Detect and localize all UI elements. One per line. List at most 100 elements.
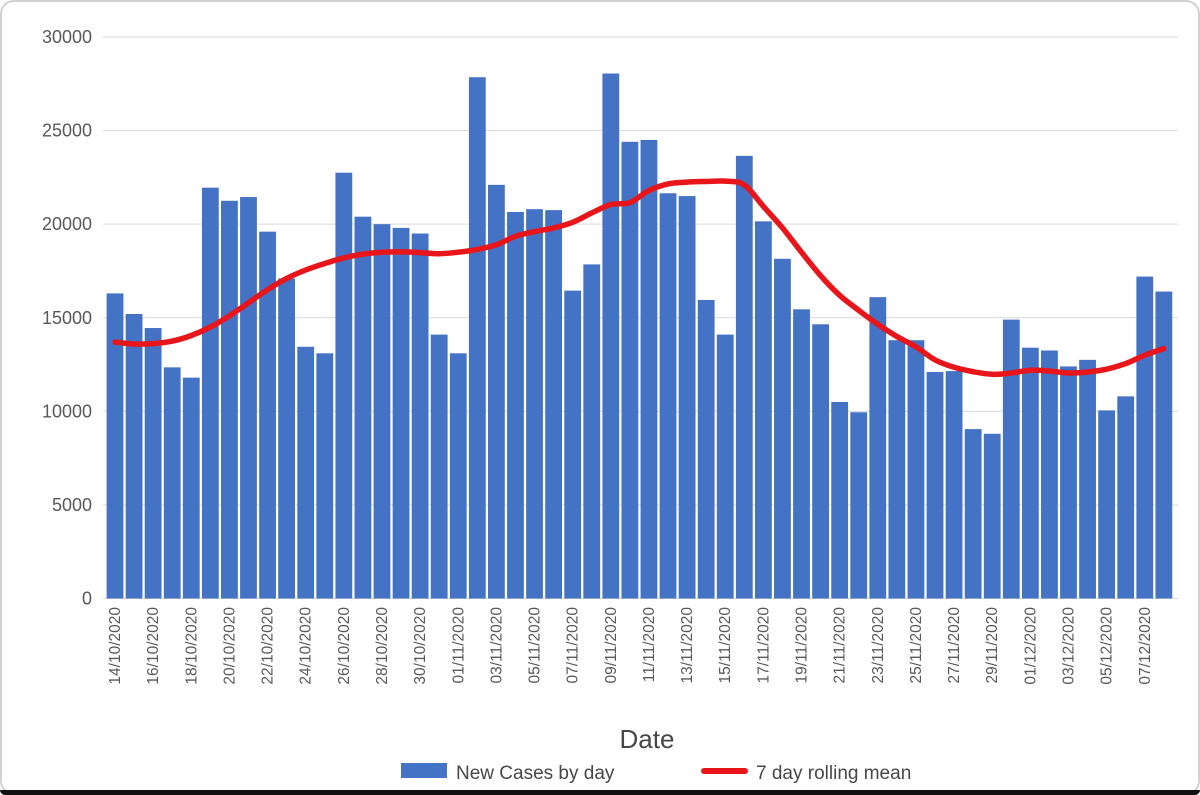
x-axis-tick-label: 03/12/2020 — [1061, 607, 1078, 685]
bar — [449, 353, 467, 599]
bar — [240, 197, 257, 599]
legend-line-label: 7 day rolling mean — [756, 763, 911, 784]
x-axis-tick-labels: 14/10/2020 16/10/2020 18/10/2020 20/10/2020… — [107, 607, 1154, 685]
x-axis-tick-label: 22/10/2020 — [260, 607, 277, 685]
bar — [354, 216, 372, 599]
bar — [621, 141, 639, 599]
bar — [1060, 366, 1077, 599]
bar — [945, 371, 963, 599]
bar — [1136, 276, 1154, 599]
legend-bar-swatch-icon — [401, 763, 447, 778]
bar — [1041, 350, 1058, 599]
bar — [564, 290, 582, 599]
bar — [850, 412, 868, 599]
x-axis-tick-label: 26/10/2020 — [336, 607, 353, 685]
x-axis-tick-label: 05/11/2020 — [527, 607, 544, 684]
y-axis-tick-label: 30000 — [42, 27, 92, 47]
x-axis-tick-label: 05/12/2020 — [1099, 607, 1116, 685]
x-axis-tick-label: 09/11/2020 — [603, 607, 620, 684]
bar — [488, 184, 505, 599]
x-axis-tick-label: 07/12/2020 — [1137, 607, 1154, 685]
bar — [201, 187, 219, 599]
bar — [583, 264, 601, 599]
bar — [793, 309, 810, 599]
x-axis-tick-label: 23/11/2020 — [870, 607, 887, 684]
bar — [964, 429, 982, 599]
y-axis-tick-label: 25000 — [42, 121, 92, 141]
y-axis-tick-label: 0 — [82, 589, 92, 609]
bottom-edge-bar — [0, 790, 1200, 795]
y-axis-tick-label: 20000 — [42, 214, 92, 234]
x-axis-tick-label: 03/11/2020 — [488, 607, 505, 684]
bar — [831, 401, 849, 599]
x-axis-tick-label: 15/11/2020 — [717, 607, 734, 684]
bar — [392, 227, 410, 599]
x-axis-tick-label: 17/11/2020 — [755, 607, 772, 684]
x-axis-tick-label: 29/11/2020 — [984, 607, 1001, 684]
bar — [1079, 359, 1096, 599]
legend-line-swatch-icon — [701, 768, 748, 774]
x-axis-tick-label: 21/11/2020 — [832, 607, 849, 684]
bar — [735, 155, 753, 599]
x-axis-tick-label: 18/10/2020 — [183, 607, 200, 685]
bar — [297, 346, 315, 599]
x-axis-tick-label: 30/10/2020 — [412, 607, 429, 685]
bar — [602, 73, 620, 599]
bar — [812, 324, 829, 599]
x-axis-tick-label: 27/11/2020 — [946, 607, 963, 684]
bar — [659, 193, 677, 599]
x-axis-tick-label: 19/11/2020 — [794, 607, 811, 684]
x-axis-tick-label: 01/12/2020 — [1022, 607, 1039, 685]
bar — [754, 221, 772, 599]
bar — [507, 212, 524, 599]
x-axis-tick-label: 16/10/2020 — [145, 607, 162, 685]
rolling-mean-line — [112, 178, 1167, 378]
bar — [869, 297, 887, 599]
bar — [373, 224, 391, 599]
bar — [678, 196, 696, 599]
bar — [316, 353, 334, 599]
bar — [697, 299, 715, 599]
y-axis-tick-labels: 0 5000 10000 15000 20000 25000 30000 — [42, 27, 92, 609]
x-axis-tick-label: 20/10/2020 — [221, 607, 238, 685]
bar — [278, 278, 296, 599]
bar — [1155, 291, 1173, 599]
bar — [335, 172, 353, 599]
x-axis-tick-label: 11/11/2020 — [641, 607, 658, 683]
bar — [1002, 319, 1020, 599]
bar — [926, 372, 944, 599]
bar — [907, 340, 925, 599]
x-axis-tick-label: 07/11/2020 — [565, 607, 582, 684]
bar — [983, 433, 1001, 599]
bar — [1098, 410, 1116, 599]
y-axis-tick-label: 15000 — [42, 308, 92, 328]
bar — [774, 258, 791, 599]
x-axis-tick-label: 13/11/2020 — [679, 607, 696, 684]
x-axis-tick-label: 25/11/2020 — [908, 607, 925, 684]
bar — [259, 231, 276, 599]
bar — [125, 314, 143, 599]
bar — [716, 334, 734, 599]
bar — [888, 340, 906, 599]
bar — [468, 77, 486, 599]
bar — [1117, 396, 1135, 599]
bar — [221, 200, 238, 599]
bar — [1021, 347, 1039, 599]
legend: New Cases by day 7 day rolling mean — [401, 763, 911, 784]
bar — [163, 367, 181, 599]
x-axis-tick-label: 28/10/2020 — [374, 607, 391, 685]
legend-bar-label: New Cases by day — [456, 763, 615, 784]
y-axis-tick-label: 10000 — [42, 401, 92, 421]
bar-series — [106, 73, 1173, 599]
x-axis-tick-label: 14/10/2020 — [107, 607, 124, 685]
bar — [411, 233, 429, 599]
bar — [144, 328, 162, 599]
bar — [545, 210, 563, 599]
y-axis-tick-label: 5000 — [52, 495, 92, 515]
x-axis-title: Date — [620, 724, 675, 754]
x-axis-tick-label: 24/10/2020 — [298, 607, 315, 685]
bar — [106, 293, 124, 599]
x-axis-tick-label: 01/11/2020 — [450, 607, 467, 684]
